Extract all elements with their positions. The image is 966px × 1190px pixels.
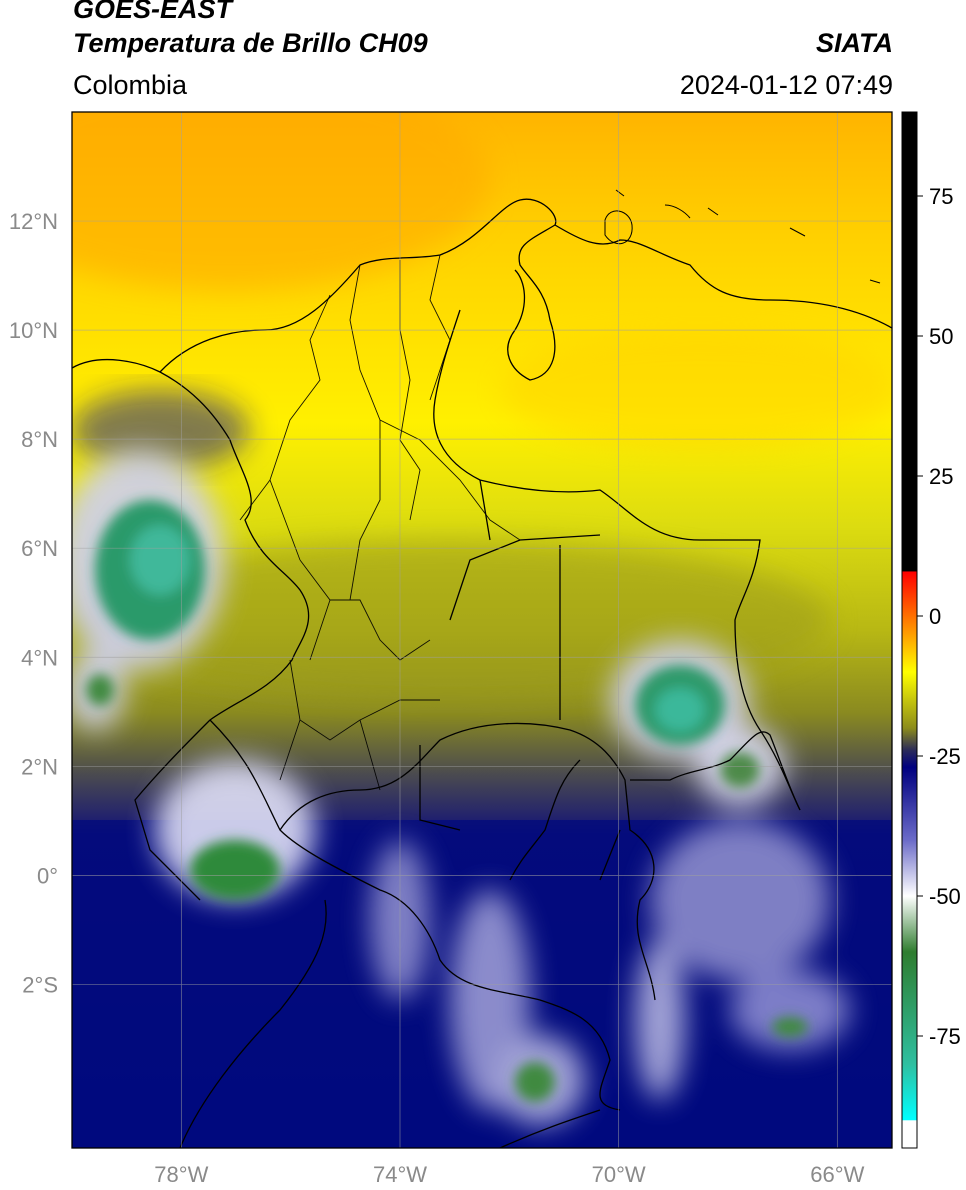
datetime-label: 2024-01-12 07:49 (679, 70, 893, 100)
colorbar-tick-label: 0 (929, 604, 941, 629)
organization-label: SIATA (816, 28, 893, 58)
islands (604, 189, 881, 284)
country-borders (72, 198, 892, 1148)
colorbar-tick-label: 75 (929, 184, 953, 209)
longitude-axis: 78°W 74°W 70°W 66°W (154, 1162, 864, 1187)
lat-tick-label: 4°N (21, 645, 58, 670)
map-frame (71, 111, 893, 1149)
lon-tick-label: 74°W (373, 1162, 427, 1187)
colorbar-tick-label: -25 (929, 744, 961, 769)
lat-tick-label: 10°N (9, 318, 58, 343)
lat-tick-label: 0° (37, 863, 58, 888)
colorbar-ticks: 75 50 25 0 -25 -50 -75 (917, 184, 961, 1049)
latitude-axis: 12°N 10°N 8°N 6°N 4°N 2°N 0° 2°S (9, 209, 58, 997)
region-label: Colombia (73, 70, 188, 100)
department-borders (239, 254, 521, 791)
satellite-title: GOES-EAST (73, 0, 233, 24)
map-gridlines (72, 112, 892, 1148)
lon-tick-label: 66°W (810, 1162, 864, 1187)
lat-tick-label: 2°S (22, 972, 58, 997)
product-title: Temperatura de Brillo CH09 (73, 28, 428, 58)
lat-tick-label: 12°N (9, 209, 58, 234)
lat-tick-label: 2°N (21, 754, 58, 779)
colorbar-tick-label: -50 (929, 884, 961, 909)
colorbar-tick-label: 50 (929, 324, 953, 349)
brightness-temperature-layer (72, 112, 892, 1148)
lon-tick-label: 78°W (154, 1162, 208, 1187)
lon-tick-label: 70°W (592, 1162, 646, 1187)
lat-tick-label: 8°N (21, 427, 58, 452)
colorbar-tick-label: 25 (929, 464, 953, 489)
colorbar-tick-label: -75 (929, 1024, 961, 1049)
colorbar (901, 111, 918, 1149)
lat-tick-label: 6°N (21, 536, 58, 561)
